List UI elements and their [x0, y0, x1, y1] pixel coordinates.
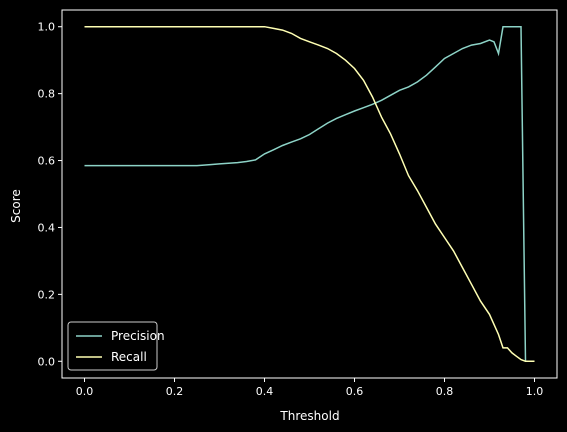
series-line-precision — [84, 25, 535, 363]
y-tick-label: 0.2 — [38, 288, 56, 301]
x-tick-label: 0.2 — [166, 385, 184, 398]
series-lines — [84, 25, 535, 363]
y-tick-label: 0.8 — [38, 88, 56, 101]
y-tick-label: 0.0 — [38, 355, 56, 368]
plot-frame — [61, 9, 558, 379]
x-tick-label: 0.8 — [436, 385, 454, 398]
x-tick-label: 1.0 — [526, 385, 544, 398]
legend: Precision Recall — [67, 321, 165, 371]
y-tick-label: 0.6 — [38, 155, 56, 168]
legend-label-recall: Recall — [111, 350, 147, 364]
y-tick-label: 0.4 — [38, 221, 56, 234]
x-axis-ticks: 0.0 0.2 0.4 0.6 0.8 1.0 — [76, 378, 544, 398]
x-tick-label: 0.0 — [76, 385, 94, 398]
x-tick-label: 0.4 — [256, 385, 274, 398]
y-axis-label: Score — [9, 189, 23, 223]
series-line-recall — [84, 25, 535, 363]
y-tick-label: 1.0 — [38, 21, 56, 34]
x-tick-label: 0.6 — [346, 385, 364, 398]
legend-box — [67, 321, 158, 371]
x-axis-label: Threshold — [279, 409, 339, 423]
legend-label-precision: Precision — [111, 329, 165, 343]
y-axis-ticks: 0.0 0.2 0.4 0.6 0.8 1.0 — [38, 21, 62, 368]
